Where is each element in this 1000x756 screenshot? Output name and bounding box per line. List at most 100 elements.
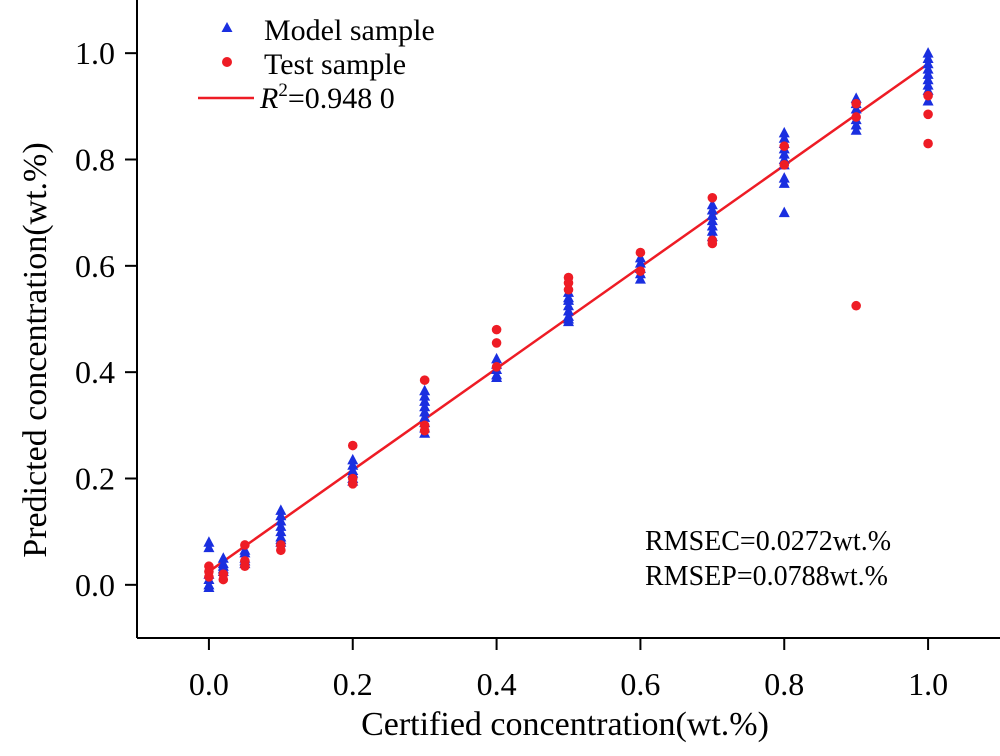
model-sample-point: [239, 546, 251, 558]
x-tick-label: 0.6: [620, 666, 660, 702]
model-sample-point: [778, 206, 790, 218]
model-sample-point: [275, 509, 287, 521]
x-tick-label: 0.0: [189, 666, 229, 702]
test-sample-point: [204, 572, 214, 582]
model-sample-point: [706, 209, 718, 220]
model-sample-point: [491, 371, 503, 382]
x-axis-title: Certified concentration(wt.%): [361, 706, 769, 743]
model-sample-point: [203, 541, 215, 553]
test-sample-point: [635, 266, 646, 276]
model-sample-point: [203, 581, 215, 592]
model-sample-point: [347, 453, 359, 465]
y-tick-label: 1.0: [75, 35, 115, 71]
x-tick-label: 0.2: [333, 666, 373, 702]
y-axis-title: Predicted concentration(wt.%): [17, 142, 54, 557]
legend-fit-rest: =0.948 0: [288, 82, 395, 115]
model-sample-point: [850, 118, 862, 130]
model-sample-point: [778, 126, 790, 138]
y-tick-label: 0.6: [75, 248, 115, 284]
legend-label-fit: R2=0.948 0: [259, 80, 395, 115]
test-sample-point: [491, 362, 502, 372]
model-sample-point: [850, 124, 862, 135]
points-layer: [203, 47, 934, 592]
test-sample-point: [923, 138, 933, 149]
test-sample-point: [347, 440, 358, 451]
model-sample-point: [634, 257, 646, 268]
test-sample-point: [276, 545, 286, 556]
test-sample-point: [240, 561, 250, 572]
test-sample-point: [851, 98, 861, 109]
x-tick-label: 1.0: [908, 666, 948, 702]
test-sample-point: [779, 141, 790, 152]
test-sample-point: [851, 112, 861, 122]
test-sample-point: [347, 479, 358, 489]
test-sample-point: [240, 540, 250, 550]
y-tick-label: 0.4: [75, 354, 115, 390]
test-sample-point: [707, 238, 718, 249]
model-sample-point: [419, 384, 431, 396]
test-sample-point: [419, 425, 430, 436]
annotation-rmsec: RMSEC=0.0272wt.%: [645, 526, 891, 557]
model-sample-point: [706, 214, 718, 226]
model-sample-point: [203, 536, 215, 547]
model-sample-point: [563, 315, 574, 327]
model-sample-point: [563, 305, 574, 316]
test-sample-point: [707, 192, 718, 203]
model-sample-point: [706, 198, 718, 210]
model-sample-point: [347, 459, 359, 470]
x-tick-label: 0.8: [764, 666, 804, 702]
test-sample-point: [491, 338, 502, 348]
test-sample-point: [491, 324, 502, 335]
y-tick-label: 0.2: [75, 461, 115, 497]
legend: Model sample Test sample R2=0.948 0: [198, 14, 435, 115]
model-sample-point: [275, 515, 287, 526]
model-sample-point: [419, 400, 431, 412]
x-tick-label: 0.4: [477, 666, 517, 702]
test-sample-point: [923, 109, 933, 120]
model-sample-point: [922, 63, 934, 74]
legend-label-test: Test sample: [264, 48, 406, 81]
model-sample-point: [778, 177, 790, 188]
model-sample-point: [217, 552, 229, 563]
model-sample-point: [922, 47, 934, 58]
model-sample-point: [563, 299, 574, 311]
y-tick-label: 0.0: [75, 567, 115, 603]
test-sample-point: [779, 160, 790, 170]
test-sample-point: [635, 247, 646, 258]
legend-fit-italic: R: [259, 82, 278, 115]
legend-label-model: Model sample: [264, 14, 435, 47]
test-sample-point: [218, 574, 229, 585]
legend-triangle-marker: [221, 22, 233, 32]
model-sample-point: [778, 148, 790, 159]
model-sample-point: [419, 390, 431, 401]
axes: 0.0 0.2 0.4 0.6 0.8 1.0 0.0 0.2 0.4 0.6 0.8 1.0: [75, 0, 1000, 702]
model-sample-point: [563, 294, 574, 305]
model-sample-point: [275, 525, 287, 537]
test-sample-point: [923, 90, 933, 101]
model-sample-point: [275, 520, 287, 531]
model-sample-point: [778, 172, 790, 183]
test-sample-point: [563, 278, 574, 288]
test-sample-point: [419, 375, 430, 385]
model-sample-point: [706, 219, 718, 231]
model-sample-point: [491, 352, 503, 364]
model-sample-point: [922, 52, 934, 63]
test-sample-point: [851, 300, 861, 311]
model-sample-point: [419, 395, 431, 406]
model-sample-point: [922, 57, 934, 69]
model-sample-point: [419, 411, 431, 422]
model-sample-point: [922, 73, 934, 85]
legend-fit-sup: 2: [278, 80, 288, 101]
model-sample-point: [634, 273, 646, 284]
test-sample-point: [563, 284, 574, 295]
y-tick-label: 0.8: [75, 142, 115, 178]
model-sample-point: [419, 406, 431, 417]
model-sample-point: [275, 504, 287, 515]
model-sample-point: [922, 79, 934, 90]
model-sample-point: [778, 132, 790, 143]
legend-circle-marker: [222, 57, 232, 67]
model-sample-point: [706, 225, 718, 236]
annotation-rmsep: RMSEP=0.0788wt.%: [645, 561, 888, 592]
model-sample-point: [922, 68, 934, 79]
